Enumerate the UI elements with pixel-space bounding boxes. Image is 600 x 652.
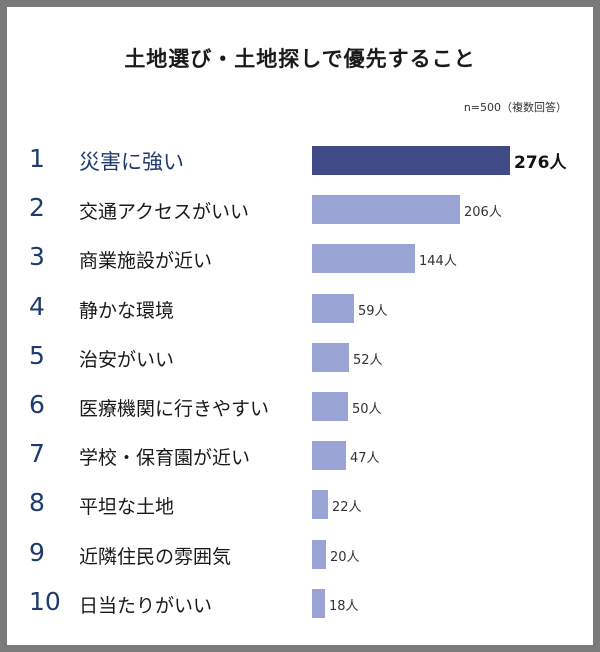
value-label: 144人: [419, 254, 457, 270]
chart-card: 土地選び・土地探しで優先すること n=500（複数回答） 1 災害に強い 276人 2…: [7, 7, 593, 645]
bar-row: 9 近隣住民の雰囲気 20人: [7, 536, 593, 576]
bar-row: 1 災害に強い 276人: [7, 142, 593, 182]
rank-number: 4: [29, 291, 45, 321]
bar-row: 5 治安がいい 52人: [7, 339, 593, 379]
rank-number: 6: [29, 390, 45, 419]
bar: [312, 441, 346, 471]
bar: [312, 146, 510, 175]
bar-row: 10 日当たりがいい 18人: [7, 585, 593, 625]
category-label: 交通アクセスがいい: [79, 201, 250, 224]
category-label: 静かな環境: [79, 299, 175, 322]
bar-row: 4 静かな環境 59人: [7, 290, 593, 330]
rank-number: 9: [29, 537, 45, 567]
value-label: 276人: [514, 153, 567, 173]
category-label: 平坦な土地: [79, 496, 175, 519]
value-label: 206人: [464, 205, 502, 221]
bar: [312, 539, 326, 569]
rank-number: 2: [29, 193, 45, 223]
rank-number: 7: [29, 439, 45, 469]
bar-row: 7 学校・保育園が近い 47人: [7, 437, 593, 477]
value-label: 52人: [353, 352, 383, 368]
category-label: 治安がいい: [79, 348, 175, 371]
value-label: 59人: [358, 303, 388, 319]
sample-note: n=500（複数回答）: [463, 101, 567, 114]
bar-row: 8 平坦な土地 22人: [7, 486, 593, 526]
bar: [312, 293, 354, 323]
chart-title: 土地選び・土地探しで優先すること: [124, 47, 476, 71]
category-label: 災害に強い: [79, 150, 184, 174]
category-label: 近隣住民の雰囲気: [79, 545, 232, 568]
rank-number: 8: [29, 488, 45, 518]
bar: [312, 342, 349, 372]
value-label: 22人: [332, 500, 362, 516]
rank-number: 10: [29, 586, 61, 616]
value-label: 20人: [330, 549, 360, 565]
category-label: 医療機関に行きやすい: [79, 398, 270, 420]
rank-number: 3: [29, 242, 45, 272]
value-label: 50人: [352, 402, 382, 417]
value-label: 18人: [329, 598, 359, 614]
rank-number: 5: [29, 340, 45, 370]
category-label: 学校・保育園が近い: [79, 447, 251, 470]
bar: [312, 588, 325, 618]
value-label: 47人: [350, 451, 380, 467]
category-label: 商業施設が近い: [79, 250, 213, 273]
bar-row: 2 交通アクセスがいい 206人: [7, 191, 593, 231]
bar-row: 6 医療機関に行きやすい 50人: [7, 388, 593, 428]
rank-number: 1: [29, 144, 45, 173]
bar: [312, 244, 415, 274]
bar: [312, 195, 460, 225]
bar: [312, 490, 328, 520]
bar-row: 3 商業施設が近い 144人: [7, 240, 593, 280]
category-label: 日当たりがいい: [79, 594, 213, 617]
bar: [312, 392, 348, 421]
